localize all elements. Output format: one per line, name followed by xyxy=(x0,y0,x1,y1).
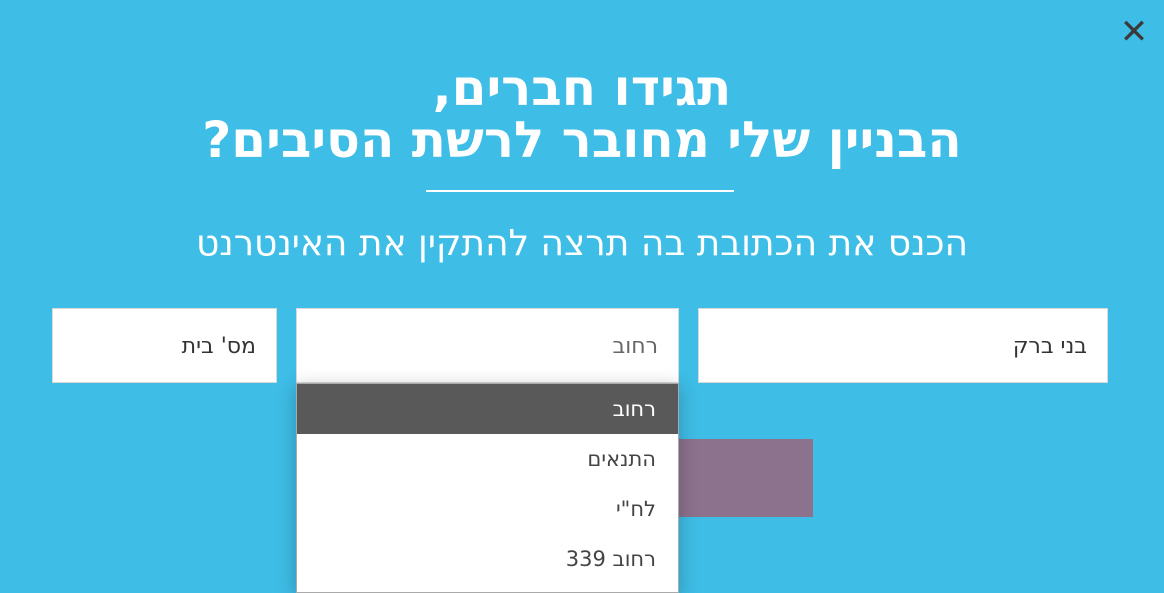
street-option[interactable]: רחוב xyxy=(297,384,678,434)
title-line-1: תגידו חברים, xyxy=(432,59,732,117)
street-option[interactable]: לח"י xyxy=(615,497,656,521)
street-dropdown-list: רחוב התנאים לח"י רחוב 339 xyxy=(296,383,679,593)
page-title: תגידו חברים, הבניין שלי מחובר לרשת הסיבי… xyxy=(0,62,1164,166)
house-number-input[interactable]: מס' בית xyxy=(52,308,277,383)
street-option[interactable]: התנאים xyxy=(587,447,656,471)
street-option[interactable]: רחוב 339 xyxy=(565,547,656,571)
street-select[interactable]: רחוב xyxy=(296,308,679,383)
divider xyxy=(426,190,734,192)
title-line-2: הבניין שלי מחובר לרשת הסיבים? xyxy=(202,111,962,169)
city-input[interactable]: בני ברק xyxy=(698,308,1108,383)
subtitle: הכנס את הכתובת בה תרצה להתקין את האינטרנ… xyxy=(195,223,969,264)
close-icon[interactable]: ✕ xyxy=(1119,12,1149,52)
